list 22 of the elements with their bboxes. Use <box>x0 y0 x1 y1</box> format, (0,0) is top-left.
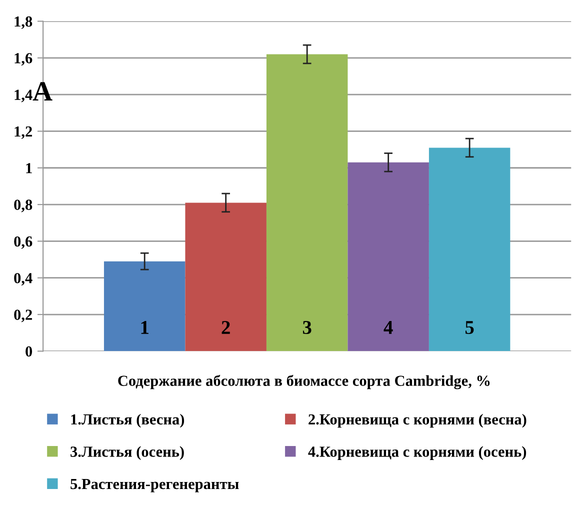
y-tick-label: 0 <box>26 346 32 357</box>
annotation: A <box>32 82 52 101</box>
y-tick-label: 1,4 <box>14 90 32 102</box>
x-tick-label: 4 <box>384 321 393 334</box>
y-tick-label: 0,4 <box>14 272 32 286</box>
x-axis-title: Содержание абсолюта в биомассе сорта Cambridge, % <box>118 374 490 390</box>
y-tick-label: 0,8 <box>14 200 32 212</box>
x-tick-label: 3 <box>302 320 312 334</box>
legend-label: 3.Листья (осень) <box>70 446 184 460</box>
x-tick-label: 1 <box>141 321 148 334</box>
legend-label: 4.Корневища с корнями (осень) <box>308 446 526 460</box>
x-tick-label: 5 <box>465 321 474 334</box>
legend-label: 5.Растения-регенеранты <box>70 478 239 492</box>
x-tick-label: 2 <box>222 320 230 334</box>
y-tick-label: 0,2 <box>14 310 32 322</box>
y-tick-label: 1,6 <box>14 53 32 66</box>
y-tick-label: 0,6 <box>14 236 32 249</box>
legend-label: 2.Корневища с корнями (весна) <box>308 414 526 428</box>
legend-label: 1.Листья (весна) <box>71 414 184 428</box>
y-tick-label: 1,8 <box>14 16 32 29</box>
y-tick-label: 1,2 <box>14 126 32 139</box>
y-tick-label: 1 <box>26 163 32 174</box>
